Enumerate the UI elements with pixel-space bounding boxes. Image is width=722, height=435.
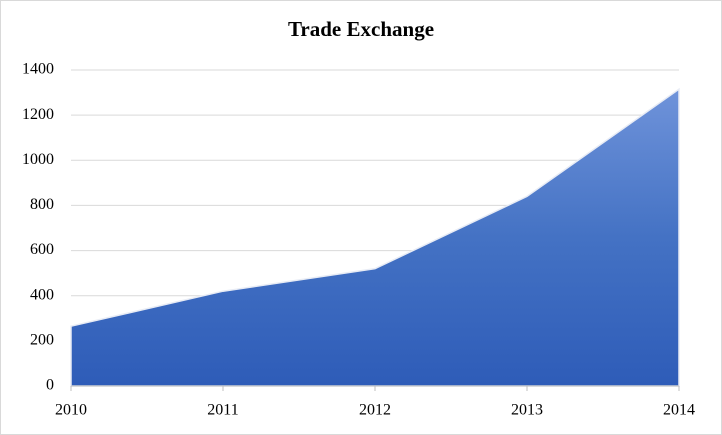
y-tick-label: 200: [30, 332, 54, 349]
x-tick-label: 2010: [55, 402, 87, 419]
y-tick-label: 0: [46, 377, 54, 394]
area: [70, 87, 680, 387]
y-tick-label: 600: [30, 241, 54, 258]
x-tick-label: 2012: [359, 402, 391, 419]
y-tick-label: 800: [30, 196, 54, 213]
y-tick-label: 1400: [22, 61, 54, 78]
y-tick-label: 1000: [22, 151, 54, 168]
y-tick-label: 400: [30, 286, 54, 303]
x-tick-label: 2013: [511, 402, 543, 419]
chart-title: Trade Exchange: [288, 17, 434, 41]
y-tick-label: 1200: [22, 106, 54, 123]
x-tick-label: 2014: [663, 402, 695, 419]
x-tick-label: 2011: [207, 402, 238, 419]
